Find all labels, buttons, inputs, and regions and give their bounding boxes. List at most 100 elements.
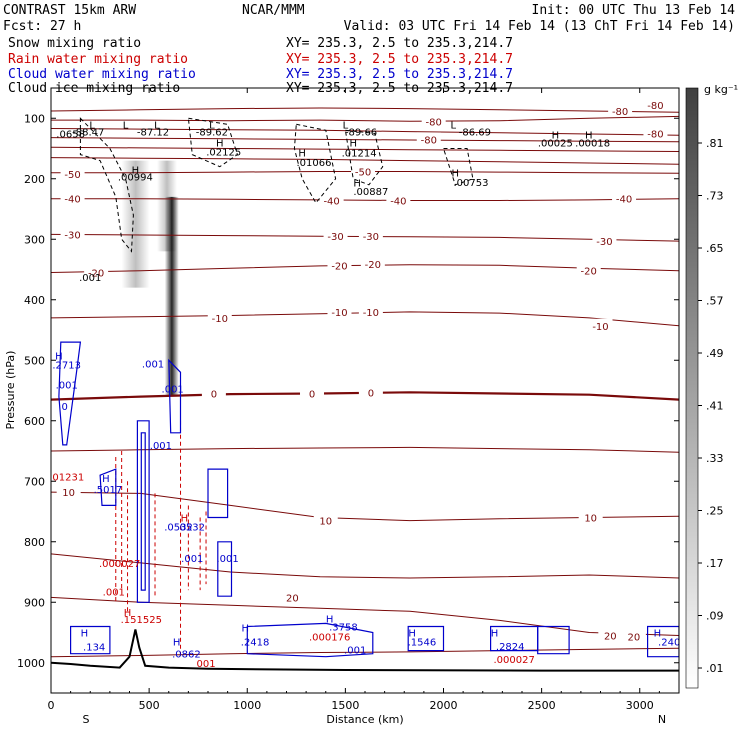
isotherm-label: 0 bbox=[211, 390, 217, 401]
cloud-ice-contours bbox=[79, 117, 474, 253]
rain-label: .000027 bbox=[493, 655, 534, 666]
isotherm-label: -10 bbox=[592, 322, 608, 333]
legend-snow-label: Snow mixing ratio bbox=[8, 36, 141, 51]
isotherm-line bbox=[51, 128, 679, 136]
isotherm-label-bg bbox=[56, 485, 81, 498]
cloud-water-contour bbox=[537, 625, 570, 655]
y-tick-label: 200 bbox=[24, 173, 45, 186]
rain-label: .151525 bbox=[121, 615, 162, 626]
isotherm-label-bg bbox=[592, 234, 617, 247]
isotherm-label-bg bbox=[300, 386, 325, 399]
isotherm-label: -40 bbox=[616, 195, 632, 206]
cloud-ice-label: H bbox=[353, 178, 361, 189]
isotherm-label-bg bbox=[358, 385, 383, 398]
isotherm-label-bg bbox=[421, 114, 446, 127]
isotherm-label-bg bbox=[351, 164, 376, 177]
isotherm-line bbox=[51, 137, 679, 143]
isotherm-label: -20 bbox=[581, 267, 597, 278]
cloud-water-label: .001 bbox=[150, 441, 172, 452]
legend-snow-xy: XY= 235.3, 2.5 to 235.3,214.7 bbox=[286, 36, 513, 51]
isotherm-label: -30 bbox=[327, 232, 343, 243]
isotherm-label: -50 bbox=[64, 170, 80, 181]
cloud-water-label: H bbox=[81, 629, 89, 640]
cloud-ice-label: -89.66 bbox=[345, 128, 377, 139]
cloud-water-contour bbox=[207, 468, 229, 519]
isotherm-label: 10 bbox=[319, 517, 332, 528]
cloud-water-label: H bbox=[326, 615, 334, 626]
isotherm-label: 10 bbox=[584, 514, 597, 525]
isotherm-label-bg bbox=[576, 263, 601, 276]
cloud-ice-contour bbox=[442, 148, 474, 186]
isotherm-label: -30 bbox=[363, 232, 379, 243]
isotherm-line bbox=[51, 146, 679, 152]
isotherm-line bbox=[51, 157, 679, 165]
y-axis-label: Pressure (hPa) bbox=[4, 351, 17, 430]
isotherm-label: -40 bbox=[390, 197, 406, 208]
cloud-ice-label: H bbox=[216, 138, 224, 149]
south-label: S bbox=[83, 713, 90, 726]
isotherm-label: 0 bbox=[309, 390, 315, 401]
cloud-water-label: .2713 bbox=[52, 360, 81, 371]
isotherm-label: 20 bbox=[286, 593, 299, 604]
cloud-ice-contour bbox=[293, 123, 337, 204]
colorbar-label: .57 bbox=[706, 295, 724, 308]
isotherm-label-bg bbox=[207, 310, 232, 323]
isotherm-line bbox=[51, 491, 679, 522]
x-tick-label: 0 bbox=[48, 699, 55, 712]
y-tick-label: 900 bbox=[24, 596, 45, 609]
cloud-water-label: .2418 bbox=[241, 638, 270, 649]
isotherm-line bbox=[51, 446, 679, 453]
isotherm-label: -30 bbox=[64, 230, 80, 241]
isotherm-label: 10 bbox=[62, 488, 75, 499]
rain-label: .000176 bbox=[309, 633, 350, 644]
cloud-water-label: .001 bbox=[216, 554, 238, 565]
cloud-ice-label: .001 bbox=[79, 273, 101, 284]
legend-rain-xy: XY= 235.3, 2.5 to 235.3,214.7 bbox=[286, 52, 513, 67]
isotherm-line bbox=[51, 596, 679, 636]
legend-cloud-water-label: Cloud water mixing ratio bbox=[8, 67, 196, 82]
isotherm-label-bg bbox=[608, 103, 633, 116]
isotherm-label: -10 bbox=[212, 314, 228, 325]
cloud-water-label: H bbox=[242, 624, 250, 635]
colorbar-label: .01 bbox=[706, 662, 724, 675]
cloud-water-label: .5017 bbox=[94, 485, 123, 496]
cloud-water-contour bbox=[168, 358, 182, 434]
isotherm-label-bg bbox=[280, 590, 305, 603]
cloud-water-label: .001 bbox=[181, 554, 203, 565]
cloud-water-contour bbox=[140, 432, 146, 591]
colorbar-label: .65 bbox=[706, 242, 724, 255]
cloud-ice-label: -89.62 bbox=[196, 128, 228, 139]
y-tick-label: 600 bbox=[24, 415, 45, 428]
isotherm-label: -80 bbox=[612, 107, 628, 118]
x-tick-label: 3000 bbox=[626, 699, 654, 712]
isotherm-line bbox=[51, 198, 679, 201]
organization: NCAR/MMM bbox=[242, 3, 305, 18]
cloud-water-contour bbox=[407, 625, 445, 652]
x-tick-label: 1000 bbox=[233, 699, 261, 712]
isotherm-label: -10 bbox=[363, 308, 379, 319]
isotherm-label: -20 bbox=[331, 261, 347, 272]
isotherm-label-bg bbox=[60, 191, 85, 204]
north-label: N bbox=[658, 713, 666, 726]
cloud-water-label: .2824 bbox=[496, 642, 525, 653]
cloud-ice-label: -87.12 bbox=[137, 128, 169, 139]
colorbar-label: .73 bbox=[706, 190, 724, 203]
cloud-water-contour bbox=[217, 541, 233, 597]
cloud-water-contour bbox=[58, 341, 82, 446]
cloud-ice-label: .01214 bbox=[342, 149, 377, 160]
cloud-ice-label: H bbox=[585, 131, 593, 142]
isotherm-label: 20 bbox=[627, 633, 640, 644]
isotherm-label: -40 bbox=[323, 197, 339, 208]
isotherm-line bbox=[51, 553, 679, 579]
cloud-ice-label: H bbox=[132, 166, 140, 177]
isotherm-label: -50 bbox=[355, 167, 371, 178]
cloud-water-contours bbox=[58, 341, 679, 658]
isotherm-line bbox=[51, 647, 679, 658]
y-tick-label: 300 bbox=[24, 233, 45, 246]
isotherm-label-bg bbox=[201, 386, 226, 399]
colorbar-label: .25 bbox=[706, 505, 724, 518]
terrain-profile bbox=[51, 629, 679, 672]
isotherm-line bbox=[51, 115, 679, 122]
